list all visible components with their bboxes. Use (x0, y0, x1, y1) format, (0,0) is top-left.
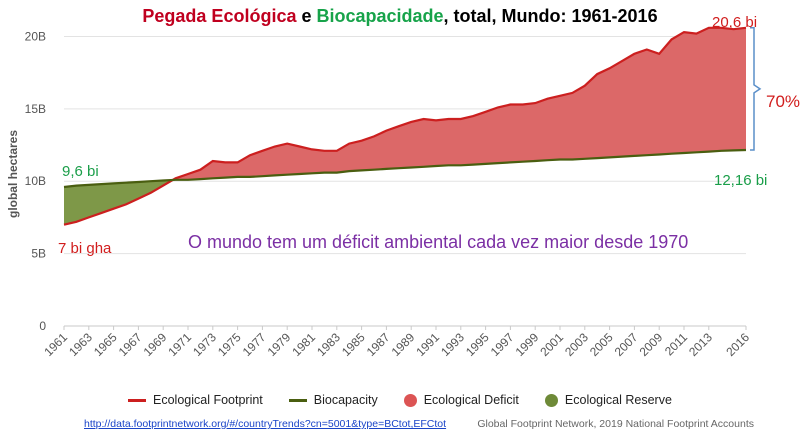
chart-title: Pegada Ecológica e Biocapacidade, total,… (0, 6, 800, 27)
legend-swatch-footprint (128, 398, 146, 402)
biocap-start-label: 9,6 bi (62, 163, 99, 180)
x-tick-label: 2001 (537, 330, 566, 359)
y-tick-label: 15B (25, 102, 46, 116)
x-tick-label: 1993 (438, 330, 467, 359)
deficit-area (172, 27, 747, 180)
x-tick-label: 1989 (389, 330, 418, 359)
y-axis-label: global hectares (6, 130, 20, 218)
biocapacity-line (63, 148, 747, 189)
x-tick-label: 2007 (612, 330, 641, 359)
x-tick-label: 1979 (265, 330, 294, 359)
footprint-start-label: 7 bi gha (58, 240, 112, 257)
y-tick-label: 0 (39, 319, 46, 333)
deficit-bracket-line (750, 27, 762, 151)
footprint-end-label: 20,6 bi (712, 14, 758, 31)
x-tick-label: 1995 (463, 330, 492, 359)
title-and: e (296, 6, 317, 26)
x-tick-label: 2009 (637, 330, 666, 359)
line-layer (63, 26, 747, 226)
title-biocapacity: Biocapacidade (316, 6, 444, 26)
legend-item-biocapacity[interactable]: Biocapacity (288, 393, 378, 407)
legend-swatch-biocapacity (288, 398, 307, 402)
x-tick-label: 2016 (723, 330, 752, 359)
x-tick-label: 1983 (314, 330, 343, 359)
legend-label-footprint: Ecological Footprint (153, 393, 263, 407)
source-link[interactable]: http://data.footprintnetwork.org/#/count… (84, 418, 447, 430)
x-tick-label: 2013 (686, 330, 715, 359)
x-tick-label: 1965 (91, 330, 120, 359)
legend-item-footprint[interactable]: Ecological Footprint (128, 393, 263, 407)
area-layer (64, 27, 747, 225)
legend-label-deficit: Ecological Deficit (423, 393, 519, 407)
chart-legend: Ecological Footprint Biocapacity Ecologi… (128, 393, 698, 407)
x-tick-label: 1999 (513, 330, 542, 359)
footprint-line (63, 26, 747, 226)
x-tick-label: 1981 (289, 330, 318, 359)
legend-item-reserve[interactable]: Ecological Reserve (544, 393, 672, 407)
x-tick-label: 1971 (165, 330, 194, 359)
x-tick-label: 1991 (413, 330, 442, 359)
x-tick-label: 1969 (141, 330, 170, 359)
x-tick-label: 1967 (116, 330, 145, 359)
deficit-percent-label: 70% (766, 92, 800, 111)
legend-label-reserve: Ecological Reserve (564, 393, 672, 407)
x-tick-label: 1985 (339, 330, 368, 359)
legend-item-deficit[interactable]: Ecological Deficit (403, 393, 519, 407)
title-footprint: Pegada Ecológica (142, 6, 297, 26)
x-tick-label: 1987 (364, 330, 393, 359)
x-tick-label: 1963 (66, 330, 95, 359)
y-tick-label: 5B (31, 247, 46, 261)
legend-label-biocapacity: Biocapacity (313, 393, 378, 407)
reserve-area (64, 180, 173, 225)
legend-swatch-deficit (403, 393, 417, 407)
biocap-end-label: 12,16 bi (714, 172, 768, 189)
x-tick-label: 1975 (215, 330, 244, 359)
x-tick-label: 1961 (41, 330, 70, 359)
deficit-bracket (750, 27, 762, 151)
y-tick-label: 10B (25, 174, 46, 188)
y-tick-label: 20B (25, 29, 46, 43)
title-rest: , total, Mundo: 1961-2016 (443, 6, 658, 26)
source-credit: Global Footprint Network, 2019 National … (477, 418, 754, 430)
x-tick-label: 2011 (662, 330, 690, 358)
x-tick-label: 2003 (562, 330, 591, 359)
legend-swatch-reserve (544, 393, 558, 407)
x-tick-label: 1977 (240, 330, 269, 359)
x-tick-label: 2005 (587, 330, 616, 359)
x-tick-label: 1973 (190, 330, 219, 359)
x-tick-label: 1997 (488, 330, 517, 359)
deficit-message: O mundo tem um déficit ambiental cada ve… (188, 232, 689, 252)
